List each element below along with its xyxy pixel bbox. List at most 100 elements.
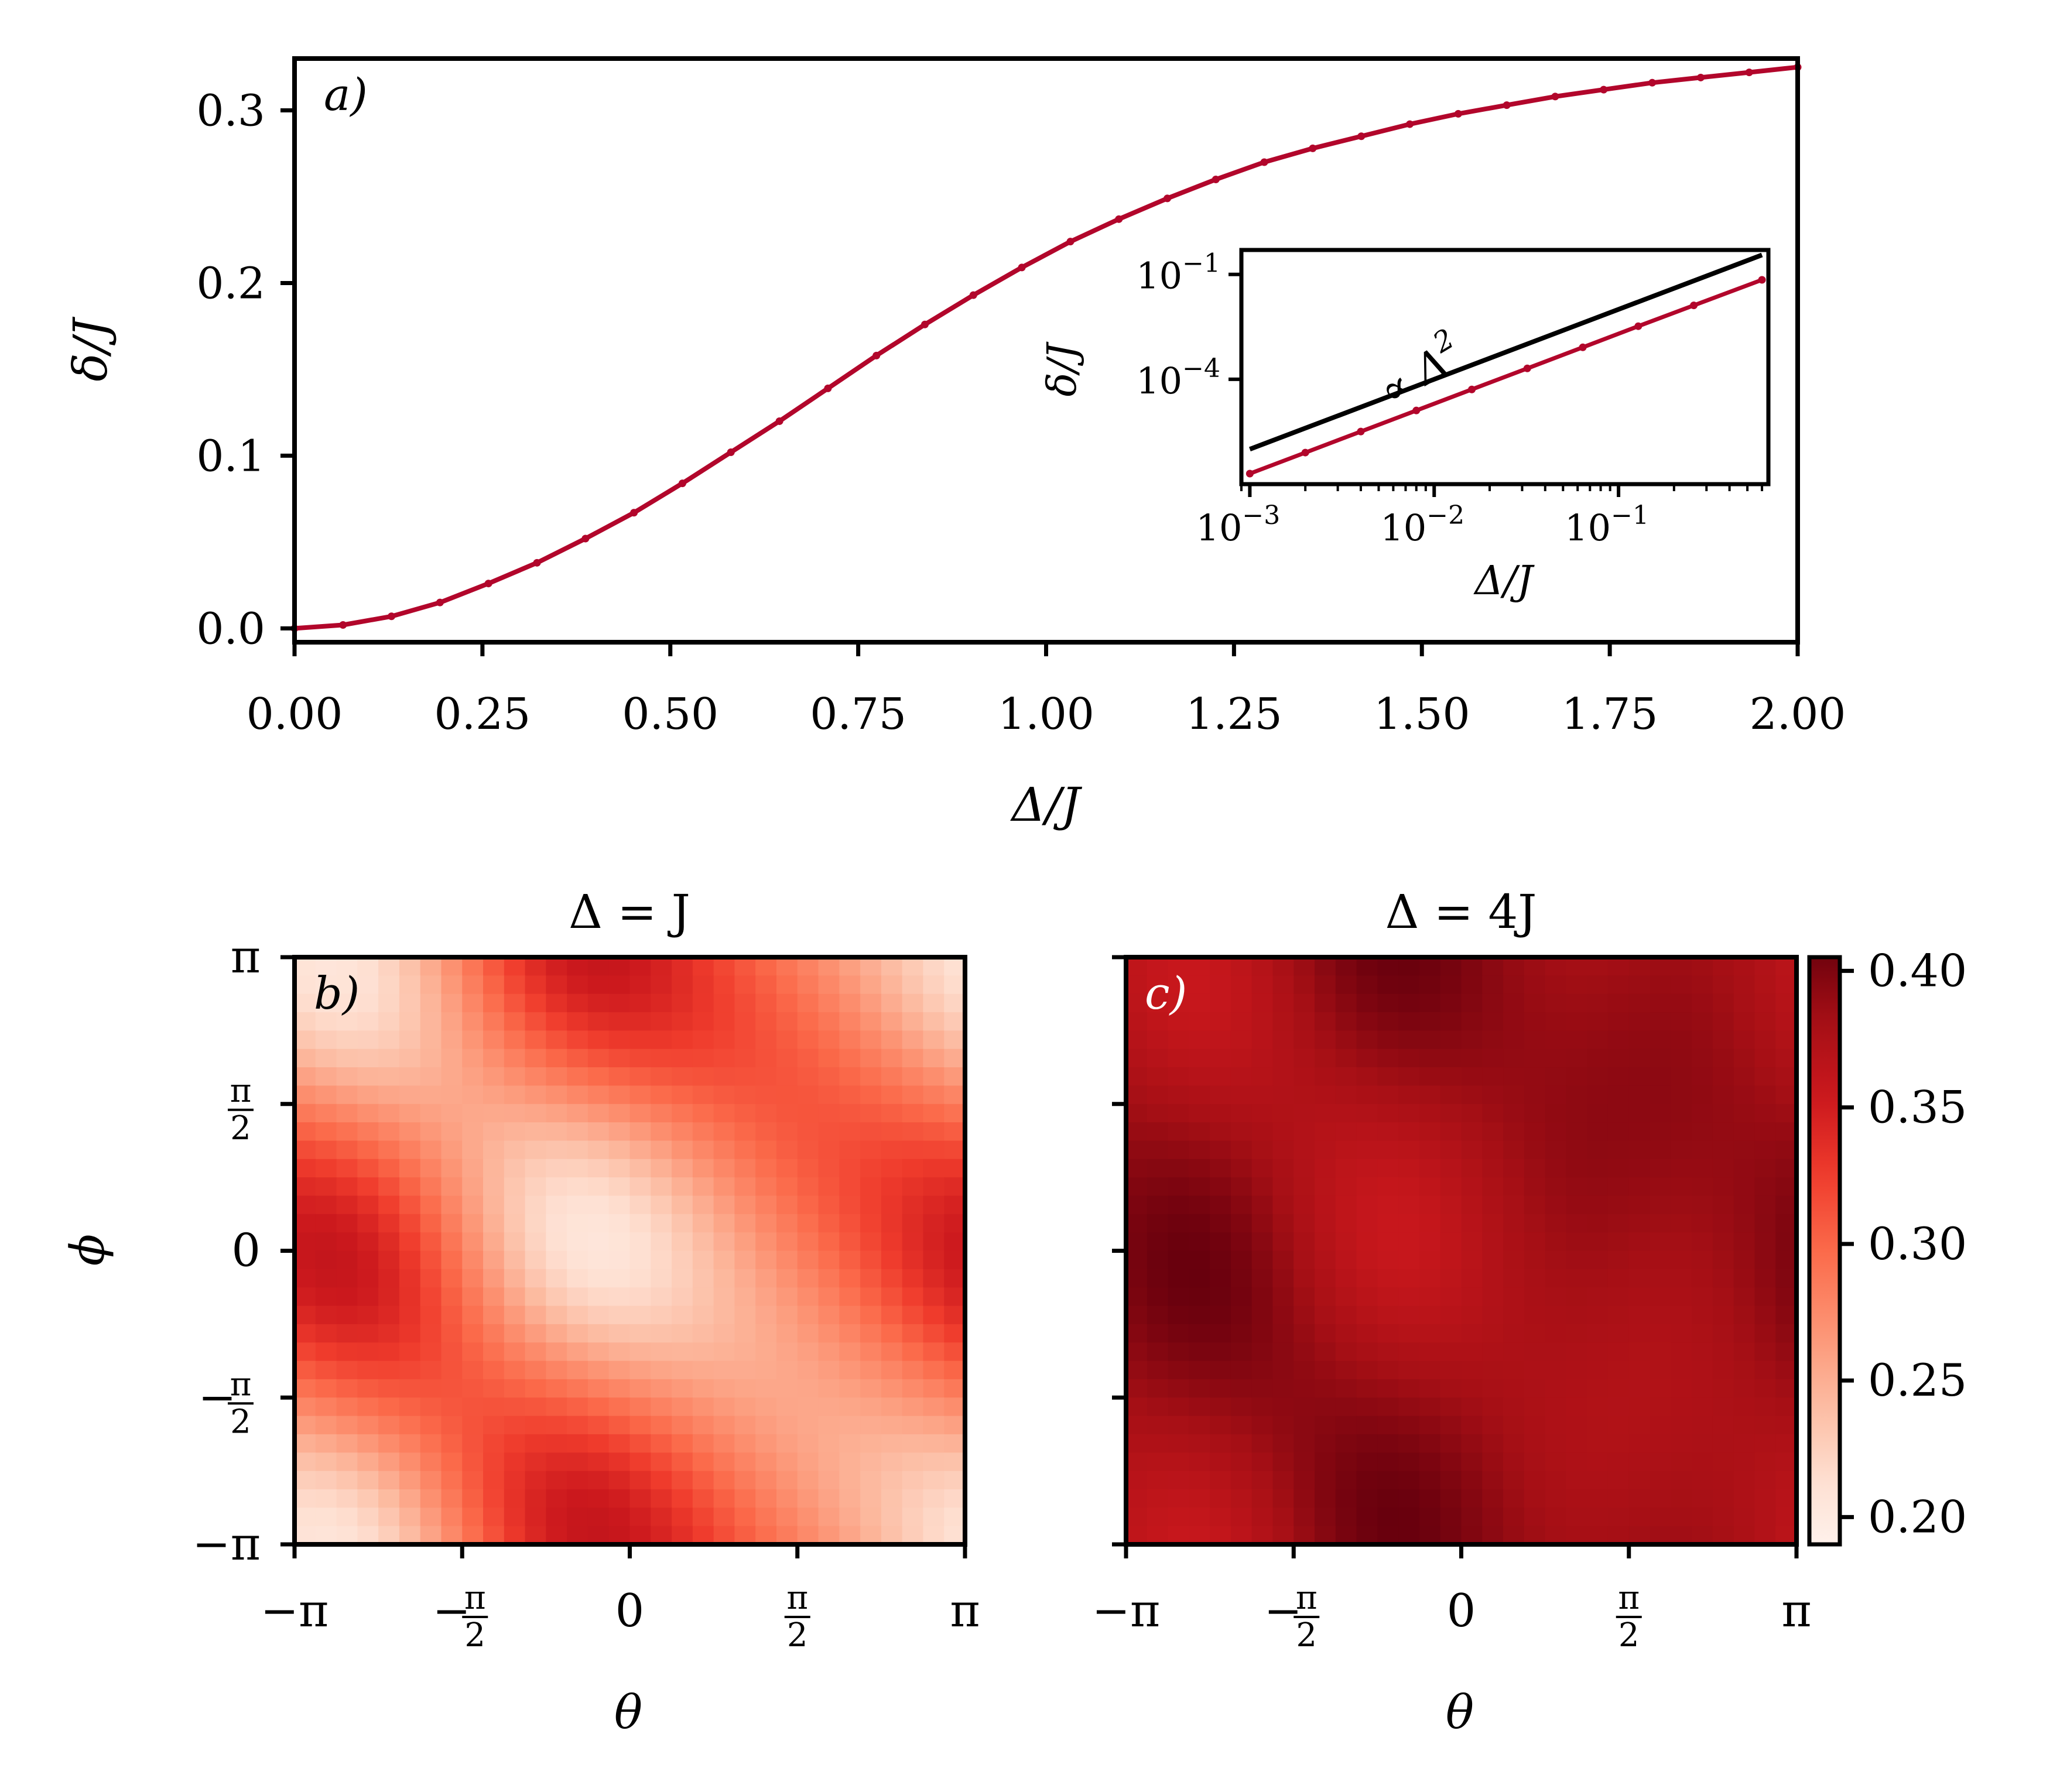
heatmap-cell	[1398, 957, 1420, 976]
heatmap-cell	[399, 1397, 421, 1417]
heatmap-cell	[483, 1214, 505, 1233]
heatmap-cell	[1419, 1049, 1441, 1068]
colorbar-ticks: 0.200.250.300.350.40	[1840, 944, 1967, 1543]
panel-a-point	[339, 621, 347, 629]
heatmap-cell	[902, 1030, 924, 1050]
heatmap-cell	[734, 1030, 756, 1050]
heatmap-cell	[1230, 1489, 1253, 1509]
heatmap-cell	[1524, 1140, 1546, 1160]
heatmap-cell	[1335, 1361, 1357, 1380]
heatmap-cell	[1398, 1269, 1420, 1288]
heatmap-cell	[1272, 993, 1295, 1013]
heatmap-cell	[881, 957, 903, 976]
heatmap-cell	[608, 1452, 631, 1472]
heatmap-cell	[378, 1397, 400, 1417]
heatmap-cell	[1628, 1452, 1651, 1472]
heatmap-cell	[1545, 1342, 1567, 1362]
heatmap-cell	[713, 1085, 735, 1105]
heatmap-cell	[1398, 1195, 1420, 1215]
panel-a-point	[1260, 158, 1268, 166]
heatmap-cell	[734, 1342, 756, 1362]
inset-xtick-label: 10−3	[1196, 501, 1281, 549]
heatmap-cell	[1398, 1232, 1420, 1252]
heatmap-cell	[483, 1324, 505, 1344]
heatmap-cell	[483, 1232, 505, 1252]
heatmap-cell	[692, 1232, 714, 1252]
heatmap-cell	[1692, 1030, 1713, 1050]
heatmap-cell	[315, 1195, 337, 1215]
heatmap-cell	[1566, 1012, 1587, 1032]
heatmap-cell	[797, 1269, 819, 1288]
inset-point	[1634, 322, 1642, 330]
heatmap-cell	[567, 1379, 588, 1399]
heatmap-cell	[923, 1012, 945, 1032]
heatmap-cell	[399, 1452, 421, 1472]
heatmap-cell	[1733, 1195, 1756, 1215]
heatmap-cell	[1503, 1250, 1525, 1270]
heatmap-cell	[1377, 1342, 1399, 1362]
heatmap-cell	[315, 1140, 337, 1160]
heatmap-cell	[902, 1104, 924, 1123]
panel-a-point	[1745, 68, 1753, 77]
heatmap-cell	[315, 1049, 337, 1068]
heatmap-cell	[1168, 1159, 1190, 1178]
heatmap-cell	[441, 1397, 463, 1417]
heatmap-cell	[546, 1250, 567, 1270]
heatmap-cell	[1671, 1214, 1692, 1233]
heatmap-cell	[1671, 1269, 1692, 1288]
heatmap-cell	[567, 1085, 588, 1105]
heatmap-cell	[713, 1489, 735, 1509]
panel-a-point	[1696, 73, 1705, 81]
heatmap-cell	[525, 1214, 547, 1233]
heatmap-cell	[734, 957, 756, 976]
heatmap-cell	[1294, 1030, 1315, 1050]
heatmap-cell	[1671, 1250, 1692, 1270]
heatmap-cell	[1230, 1526, 1253, 1545]
heatmap-cell	[1692, 1507, 1713, 1527]
heatmap-cell	[1607, 1306, 1630, 1325]
heatmap-cell	[378, 975, 400, 995]
heatmap-cell	[1503, 1030, 1525, 1050]
heatmap-cell	[1671, 1012, 1692, 1032]
heatmap-cell	[713, 1049, 735, 1068]
heatmap-cell	[1545, 1122, 1567, 1142]
heatmap-cell	[1712, 1306, 1734, 1325]
heatmap-cell	[357, 1397, 379, 1417]
heatmap-cell	[525, 1067, 547, 1087]
heatmap-cell	[1628, 1269, 1651, 1288]
heatmap-cell	[1733, 1177, 1756, 1197]
heatmap-cell	[944, 1397, 966, 1417]
heatmap-cell	[923, 1489, 945, 1509]
heatmap-cell	[295, 1214, 316, 1233]
heatmap-cell	[923, 1085, 945, 1105]
heatmap-cell	[692, 1214, 714, 1233]
heatmap-cell	[1335, 1250, 1357, 1270]
panel-a-xtick-label: 1.00	[998, 689, 1094, 739]
heatmap-cell	[1272, 975, 1295, 995]
heatmap-cell	[1210, 1030, 1231, 1050]
heatmap-cell	[1126, 1195, 1148, 1215]
heatmap-cell	[1230, 1214, 1253, 1233]
panel-c-label: c)	[1145, 967, 1187, 1019]
heatmap-cell	[1126, 1250, 1148, 1270]
heatmap-cell	[1210, 1140, 1231, 1160]
heatmap-cell	[1775, 1232, 1797, 1252]
heatmap-cell	[734, 1379, 756, 1399]
heatmap-cell	[1461, 1195, 1483, 1215]
heatmap-cell	[944, 1306, 966, 1325]
heatmap-cell	[1272, 1159, 1295, 1178]
heatmap-cell	[1294, 1324, 1315, 1344]
heatmap-cell	[399, 1287, 421, 1307]
heatmap-cell	[1482, 993, 1504, 1013]
heatmap-cell	[797, 1030, 819, 1050]
heatmap-cell	[755, 1324, 777, 1344]
heatmap-cell	[692, 1397, 714, 1417]
heatmap-cell	[1733, 1434, 1756, 1454]
heatmap-cell	[944, 1416, 966, 1435]
heatmap-cell	[399, 1324, 421, 1344]
heatmap-cell	[1419, 1012, 1441, 1032]
heatmap-cell	[1294, 1397, 1315, 1417]
heatmap-cell	[818, 1287, 840, 1307]
panel-a-point	[1551, 92, 1559, 101]
heatmap-cell	[1587, 1452, 1609, 1472]
